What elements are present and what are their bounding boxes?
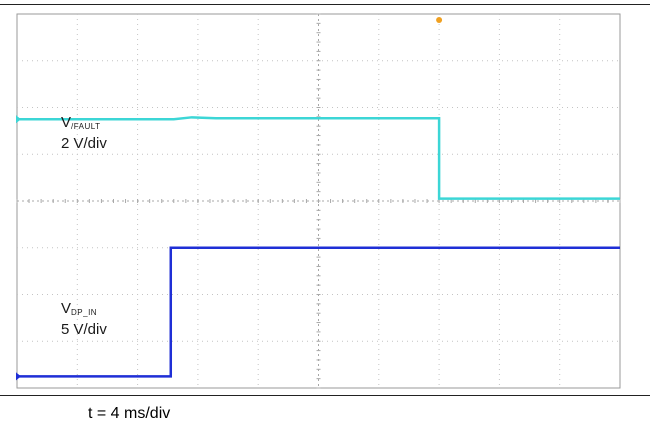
fault-label-sub: /FAULT <box>71 122 101 131</box>
fault-channel-label: V/FAULT <box>61 115 101 131</box>
trigger-marker <box>436 17 443 23</box>
fault-scale-label: 2 V/div <box>61 135 107 152</box>
fault-channel-marker <box>16 115 21 124</box>
scope-plot <box>16 13 621 389</box>
timebase-label: t = 4 ms/div <box>88 405 171 422</box>
oscilloscope-screen: V/FAULT 2 V/div VDP_IN 5 V/div <box>11 8 626 394</box>
dp-in-label-main: V <box>61 300 72 317</box>
dp-in-channel-label: VDP_IN <box>61 301 97 317</box>
dp-in-scale-label: 5 V/div <box>61 321 107 338</box>
dp_in-channel-marker <box>16 372 21 381</box>
fault-trace <box>17 116 620 200</box>
bottom-rule <box>0 395 650 396</box>
fault-label-main: V <box>61 114 72 131</box>
dp-in-label-sub: DP_IN <box>71 308 98 317</box>
dp_in-trace <box>17 246 620 378</box>
top-rule <box>0 4 650 5</box>
